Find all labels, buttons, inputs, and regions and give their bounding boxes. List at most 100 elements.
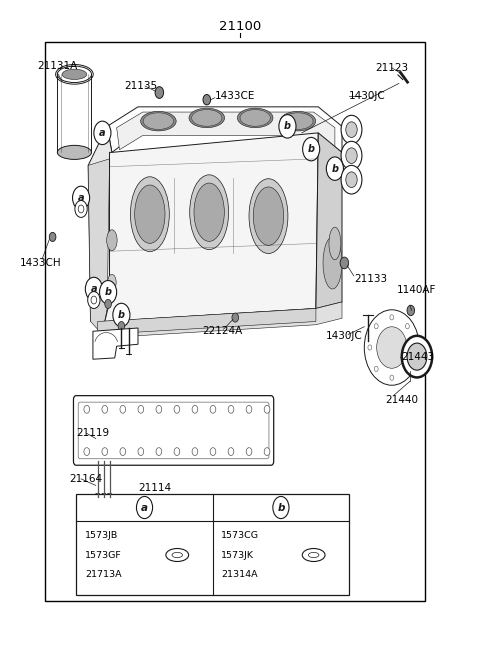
Ellipse shape <box>190 174 228 250</box>
Circle shape <box>390 375 394 380</box>
Circle shape <box>210 405 216 413</box>
Circle shape <box>412 345 416 350</box>
Polygon shape <box>102 499 106 504</box>
Text: 22124A: 22124A <box>202 326 242 337</box>
Polygon shape <box>97 493 101 499</box>
Text: a: a <box>141 502 148 512</box>
Circle shape <box>346 148 357 163</box>
Text: 21133: 21133 <box>354 274 387 283</box>
Circle shape <box>136 497 153 519</box>
Polygon shape <box>316 133 342 308</box>
Ellipse shape <box>249 178 288 253</box>
Text: 1433CH: 1433CH <box>19 258 61 268</box>
Ellipse shape <box>108 274 116 291</box>
Text: 21314A: 21314A <box>221 570 258 579</box>
Polygon shape <box>104 499 107 504</box>
Circle shape <box>210 447 216 455</box>
Text: 21119: 21119 <box>76 428 109 438</box>
Text: 21440: 21440 <box>385 394 418 405</box>
Circle shape <box>340 257 348 269</box>
Circle shape <box>156 447 162 455</box>
Circle shape <box>406 323 409 329</box>
Polygon shape <box>117 112 335 150</box>
Circle shape <box>203 94 211 105</box>
Polygon shape <box>100 493 104 499</box>
Circle shape <box>91 296 96 304</box>
Polygon shape <box>109 499 113 504</box>
Polygon shape <box>88 127 112 321</box>
Ellipse shape <box>62 69 87 79</box>
Ellipse shape <box>57 66 92 83</box>
Ellipse shape <box>309 552 319 558</box>
Ellipse shape <box>253 187 284 245</box>
Text: 1430JC: 1430JC <box>349 91 386 102</box>
Circle shape <box>94 121 111 144</box>
Text: 1573GF: 1573GF <box>85 550 121 560</box>
Text: 21131A: 21131A <box>37 61 77 71</box>
Bar <box>46 42 425 601</box>
Text: 1573JB: 1573JB <box>85 531 118 540</box>
Polygon shape <box>95 493 97 499</box>
Text: a: a <box>78 193 84 203</box>
Text: 21114: 21114 <box>138 483 171 493</box>
Ellipse shape <box>238 108 273 128</box>
Text: 21164: 21164 <box>69 474 102 484</box>
Ellipse shape <box>172 552 182 558</box>
Circle shape <box>407 343 427 370</box>
Circle shape <box>49 232 56 241</box>
Circle shape <box>302 137 320 161</box>
Text: 21443: 21443 <box>401 352 434 362</box>
Circle shape <box>326 157 343 180</box>
Polygon shape <box>104 493 107 499</box>
Text: 1140AF: 1140AF <box>396 285 436 295</box>
Polygon shape <box>96 493 99 499</box>
Text: b: b <box>277 502 285 512</box>
Circle shape <box>406 366 409 371</box>
Circle shape <box>232 313 239 322</box>
Polygon shape <box>97 499 101 504</box>
Ellipse shape <box>192 110 222 126</box>
Polygon shape <box>106 499 109 504</box>
Ellipse shape <box>141 112 176 131</box>
Ellipse shape <box>194 183 224 241</box>
Circle shape <box>346 122 357 137</box>
Ellipse shape <box>283 113 313 129</box>
Polygon shape <box>88 159 109 335</box>
Circle shape <box>192 405 198 413</box>
Ellipse shape <box>135 185 165 243</box>
Ellipse shape <box>323 237 342 289</box>
Circle shape <box>75 201 87 217</box>
Circle shape <box>341 115 362 144</box>
Text: b: b <box>284 121 291 131</box>
Text: 21100: 21100 <box>219 20 261 33</box>
Circle shape <box>118 321 125 331</box>
Ellipse shape <box>240 110 270 126</box>
Circle shape <box>341 141 362 170</box>
Circle shape <box>228 405 234 413</box>
Ellipse shape <box>329 227 341 260</box>
Circle shape <box>99 281 117 304</box>
Circle shape <box>88 291 100 308</box>
Text: b: b <box>105 287 112 297</box>
Ellipse shape <box>302 548 325 562</box>
Circle shape <box>279 115 296 138</box>
Polygon shape <box>93 328 138 359</box>
Text: 21123: 21123 <box>375 63 408 73</box>
Circle shape <box>402 336 432 377</box>
Polygon shape <box>95 499 97 504</box>
Circle shape <box>113 303 130 327</box>
Ellipse shape <box>189 108 225 128</box>
Text: b: b <box>308 144 315 154</box>
Polygon shape <box>96 499 99 504</box>
Ellipse shape <box>143 113 173 129</box>
Circle shape <box>174 405 180 413</box>
Polygon shape <box>100 499 104 504</box>
Circle shape <box>120 447 126 455</box>
Text: b: b <box>331 163 338 174</box>
Circle shape <box>246 447 252 455</box>
Polygon shape <box>102 302 342 338</box>
Circle shape <box>341 165 362 194</box>
Circle shape <box>138 405 144 413</box>
Text: 21713A: 21713A <box>85 570 121 579</box>
Circle shape <box>246 405 252 413</box>
